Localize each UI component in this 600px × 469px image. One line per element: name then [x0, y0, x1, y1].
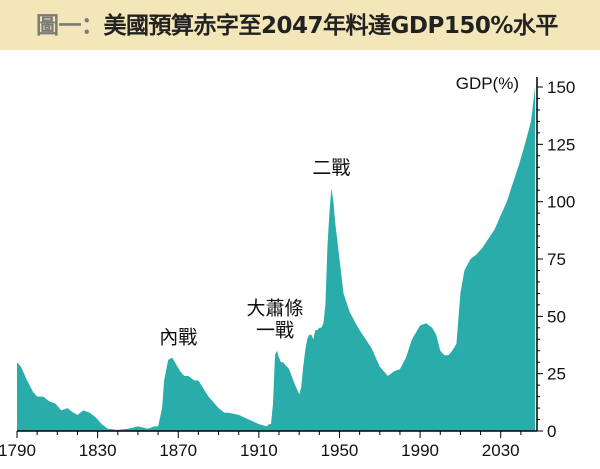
chart-title: 圖一：美國預算赤字至2047年料達GDP150%水平 — [36, 6, 558, 40]
title-bar: 圖一：美國預算赤字至2047年料達GDP150%水平 — [0, 0, 600, 50]
x-tick-label: 1910 — [240, 441, 278, 460]
annotation-0: 內戰 — [159, 327, 197, 349]
y-tick-label: 125 — [547, 135, 575, 154]
annotation-2: 二戰 — [312, 157, 350, 179]
annotation-label: 二戰 — [312, 157, 350, 179]
y-tick-label: 50 — [547, 307, 566, 326]
x-tick-label: 1830 — [79, 441, 117, 460]
y-tick-label: 100 — [547, 193, 575, 212]
annotation-label: 內戰 — [159, 327, 197, 349]
area-series-0 — [17, 87, 535, 431]
annotation-label: 一戰 — [256, 320, 294, 342]
y-tick-label: 0 — [547, 422, 556, 441]
x-tick-label: 1950 — [321, 441, 359, 460]
chart-title-text: 美國預算赤字至2047年料達GDP150%水平 — [103, 13, 559, 39]
x-tick-label: 1870 — [159, 441, 197, 460]
x-tick-label: 1790 — [0, 441, 36, 460]
x-tick-label: 2030 — [482, 441, 520, 460]
y-tick-label: 25 — [547, 365, 566, 384]
x-tick-label: 1990 — [401, 441, 439, 460]
y-tick-label: 150 — [547, 78, 575, 97]
y-axis-label: GDP(%) — [456, 74, 519, 93]
y-tick-label: 75 — [547, 250, 566, 269]
figure-label: 圖一： — [36, 13, 104, 39]
chart: 1790 1830 1870 1910 1950 1990 2030 0 25 50 75 100 12… — [0, 74, 575, 460]
annotation-label: 大蕭條 — [246, 298, 303, 320]
